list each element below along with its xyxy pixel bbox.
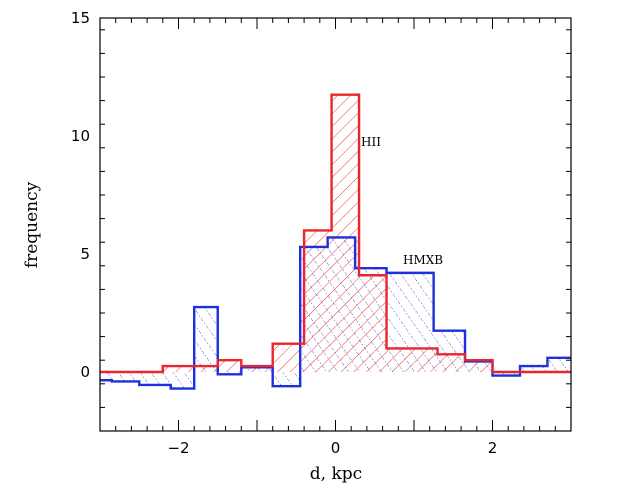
hmxb-bin-fill <box>355 268 387 372</box>
hmxb-bin-fill <box>100 372 112 381</box>
hmxb-bin-fill <box>111 372 140 382</box>
hmxb-bin-fill <box>465 361 493 372</box>
y-tick-label: 15 <box>71 9 90 27</box>
axis-tick-labels: −2 0 2 0 5 10 15 <box>71 9 497 457</box>
hmxb-bin-fill <box>327 237 356 372</box>
y-tick-label: 10 <box>71 127 90 145</box>
hmxb-bin-fill <box>492 372 520 376</box>
hmxb-bin-fill <box>139 372 171 385</box>
hmxb-bin-fill <box>272 372 301 387</box>
hmxb-annotation: HMXB <box>403 253 443 267</box>
hmxb-bin-fill <box>519 366 548 372</box>
hii-bin-fill <box>162 366 195 372</box>
x-axis-label: d, kpc <box>310 464 362 484</box>
x-tick-label: 2 <box>488 439 498 457</box>
hii-annotation: HII <box>361 135 381 149</box>
histogram-outlines <box>100 93 571 390</box>
hmxb-bin-fill <box>194 307 218 372</box>
y-tick-label: 0 <box>80 363 90 381</box>
hii-series-line <box>100 93 571 374</box>
x-tick-label: −2 <box>167 439 189 457</box>
axis-ticks <box>99 18 572 432</box>
hmxb-bin-fill <box>386 272 434 372</box>
hii-bin-fill <box>217 360 242 372</box>
y-axis-label: frequency <box>22 181 42 268</box>
hmxb-bin-fill <box>547 357 571 372</box>
hmxb-bin-fill <box>241 367 273 372</box>
x-tick-label: 0 <box>331 439 341 457</box>
hmxb-bin-fill <box>433 330 466 372</box>
hii-bin-fill <box>272 343 305 372</box>
hmxb-bin-fill <box>170 372 195 389</box>
hatched-fills <box>100 94 571 389</box>
y-tick-label: 5 <box>80 245 90 263</box>
